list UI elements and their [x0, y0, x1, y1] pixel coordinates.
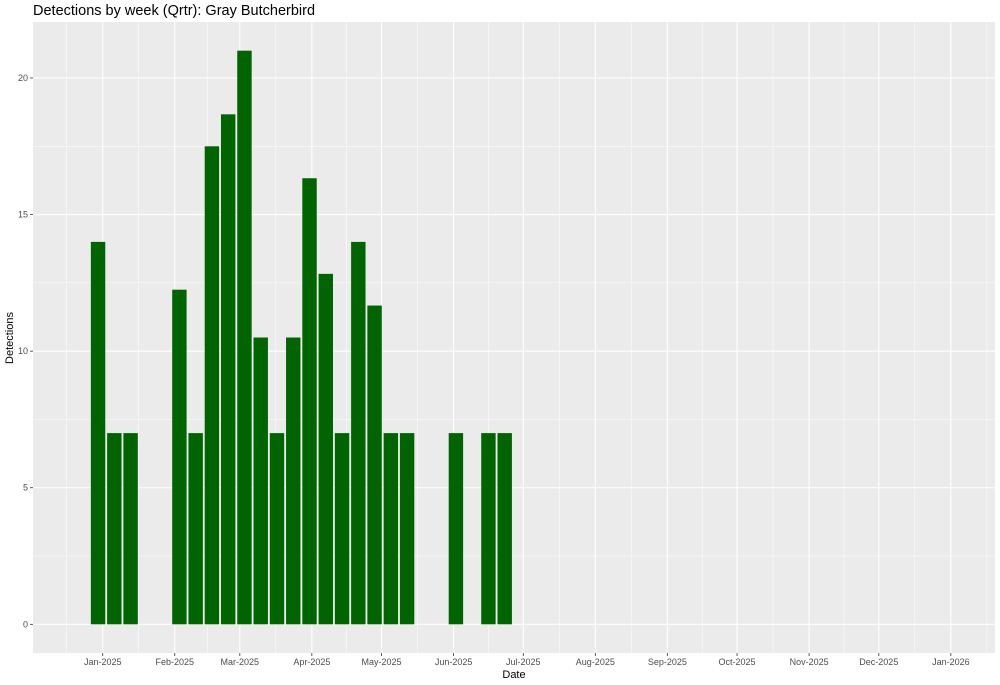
bar — [286, 337, 301, 625]
bar — [269, 433, 285, 625]
chart-title: Detections by week (Qrtr): Gray Butcherb… — [33, 3, 315, 19]
x-tick-label: Jan-2026 — [932, 657, 970, 667]
bar — [497, 433, 512, 625]
bar — [188, 433, 203, 625]
y-tick-label: 5 — [23, 483, 28, 493]
x-tick-label: Feb-2025 — [155, 657, 194, 667]
bar — [220, 114, 236, 625]
bar — [237, 50, 252, 625]
y-tick-label: 20 — [18, 73, 28, 83]
bar — [383, 433, 399, 625]
y-tick-label: 0 — [23, 619, 28, 629]
x-axis: Jan-2025 Feb-2025 Mar-2025 Apr-2025 May-2025… — [84, 653, 970, 667]
x-tick-label: Sep-2025 — [648, 657, 687, 667]
bars — [90, 50, 512, 625]
bar — [399, 433, 415, 625]
bar — [481, 433, 496, 625]
x-tick-label: May-2025 — [362, 657, 402, 667]
bar — [351, 241, 366, 625]
x-tick-label: Apr-2025 — [293, 657, 330, 667]
y-axis-title: Detections — [4, 312, 16, 364]
bar — [204, 146, 220, 625]
bar — [302, 178, 317, 625]
bar — [172, 289, 187, 625]
y-tick-label: 10 — [18, 346, 28, 356]
bar — [318, 273, 333, 625]
bar — [90, 241, 106, 625]
bar — [123, 433, 138, 625]
bar — [253, 337, 268, 625]
bar — [107, 433, 122, 625]
x-tick-label: Nov-2025 — [790, 657, 829, 667]
x-tick-label: Dec-2025 — [859, 657, 898, 667]
x-tick-label: Jun-2025 — [435, 657, 473, 667]
x-tick-label: Oct-2025 — [719, 657, 756, 667]
y-tick-label: 15 — [18, 210, 28, 220]
y-axis: 0 5 10 15 20 — [18, 73, 33, 629]
x-axis-title: Date — [502, 669, 525, 681]
bar — [367, 305, 382, 625]
x-tick-label: Jan-2025 — [84, 657, 122, 667]
bar — [448, 433, 464, 625]
x-tick-label: Jul-2025 — [506, 657, 541, 667]
bar — [334, 433, 350, 625]
x-tick-label: Mar-2025 — [221, 657, 260, 667]
grid-minor — [33, 22, 995, 653]
x-tick-label: Aug-2025 — [576, 657, 615, 667]
